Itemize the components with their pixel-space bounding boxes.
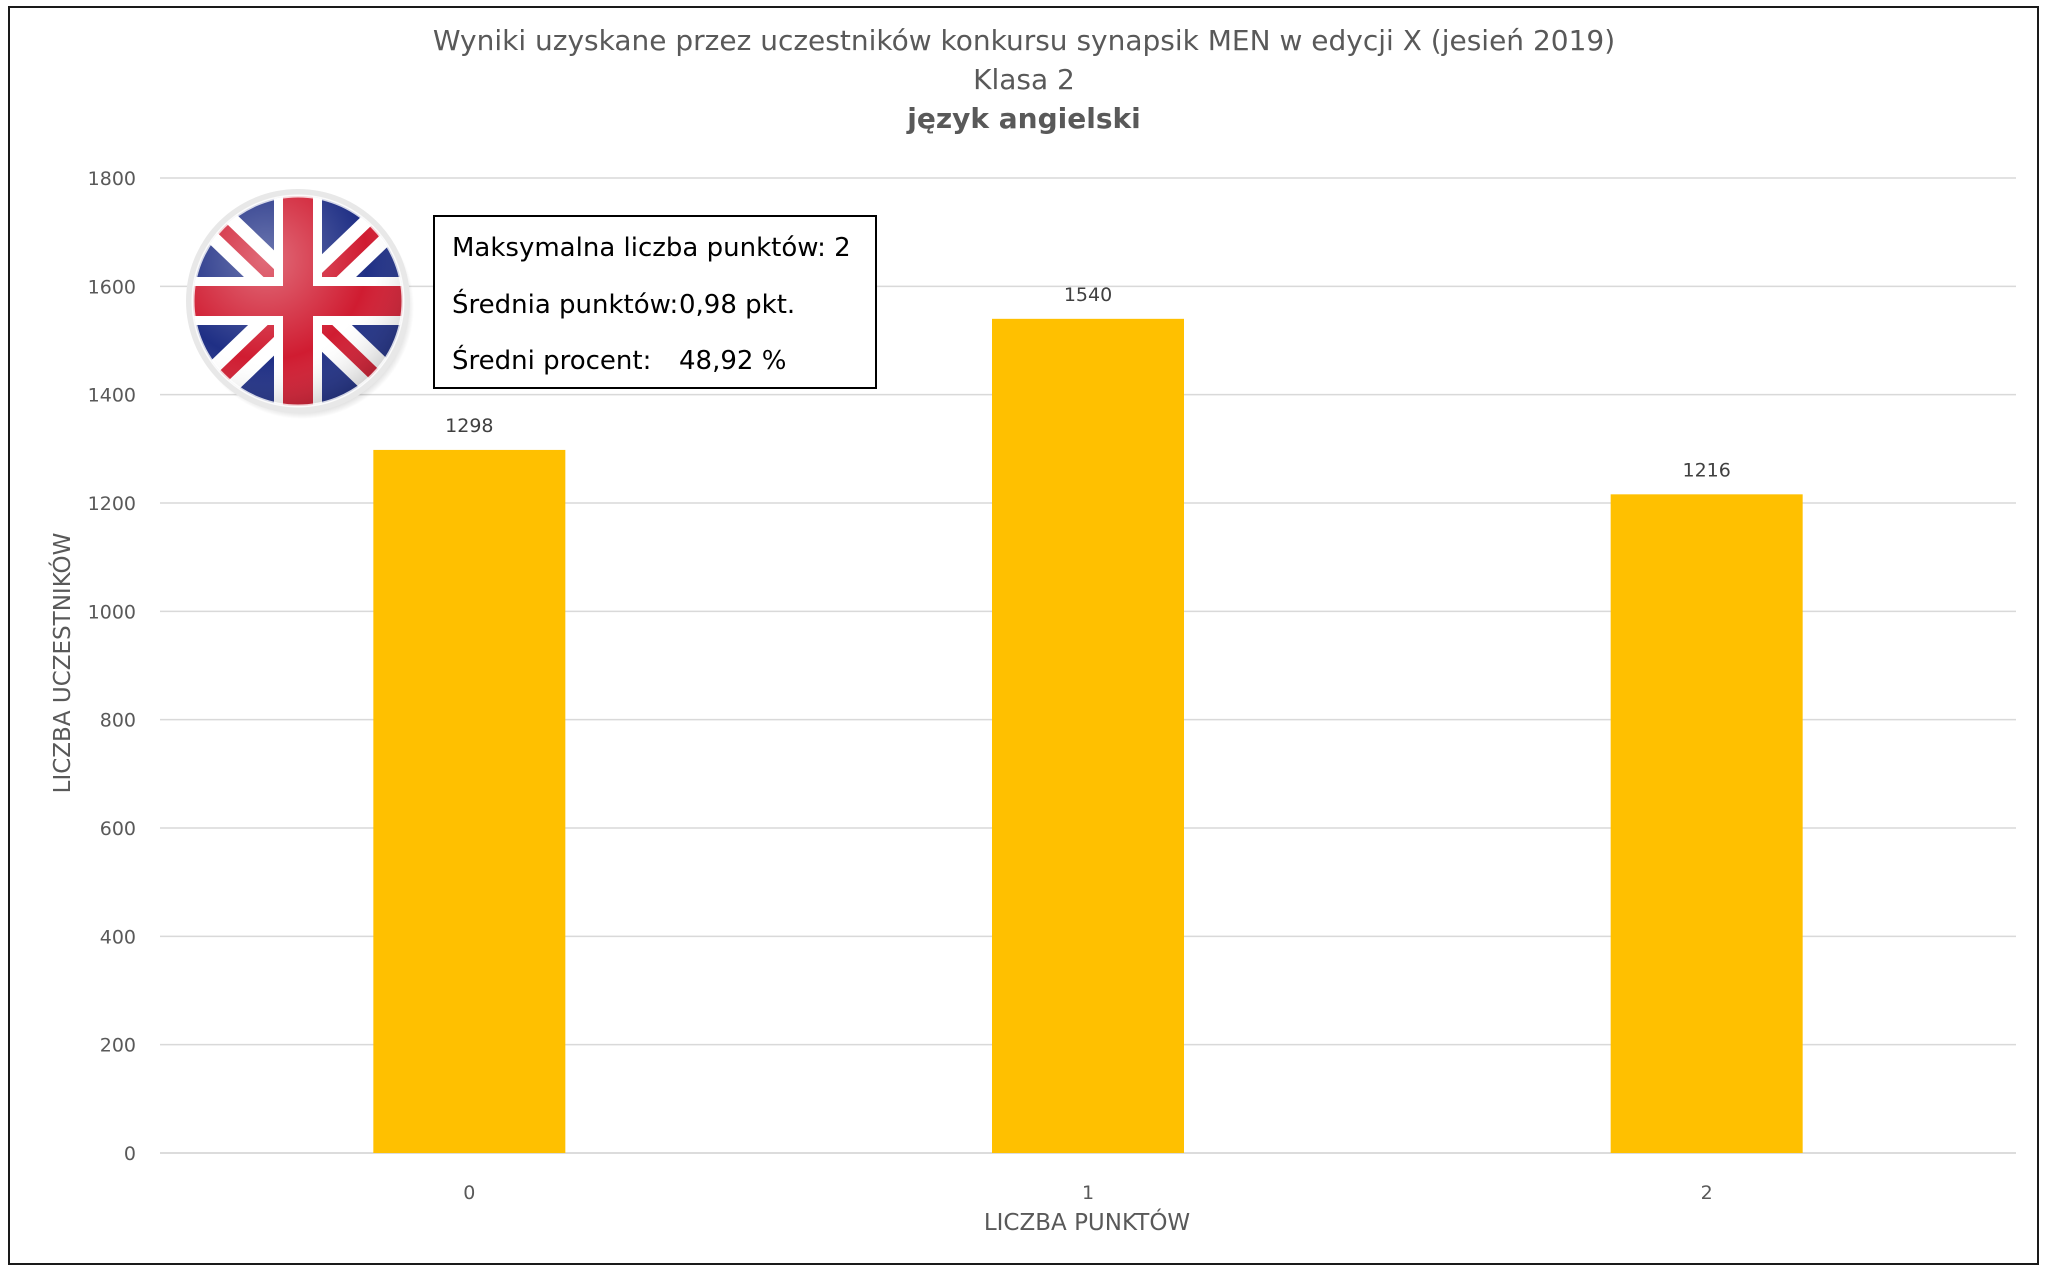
info-avg-points-value: 0,98 pkt.	[679, 290, 795, 320]
x-axis-title: LICZBA PUNKTÓW	[984, 1208, 1190, 1236]
bar	[373, 449, 566, 1154]
info-max-points: Maksymalna liczba punktów: 2	[452, 233, 851, 263]
y-axis-ticks: 0 200 400 600 800 1000 1200 1400 1600 1800	[88, 168, 136, 1165]
y-tick-label: 0	[124, 1143, 136, 1165]
chart: Wyniki uzyskane przez uczestników konkur…	[48, 24, 2016, 1236]
x-tick-label: 1	[1082, 1182, 1094, 1204]
y-tick-label: 600	[100, 818, 136, 840]
y-tick-label: 200	[100, 1035, 136, 1057]
chart-frame: Wyniki uzyskane przez uczestników konkur…	[8, 6, 2039, 1265]
y-tick-label: 400	[100, 926, 136, 948]
bars	[373, 318, 1803, 1154]
data-label: 1540	[1064, 284, 1112, 306]
info-avg-percent-value: 48,92 %	[679, 346, 786, 376]
bar	[992, 318, 1184, 1153]
x-axis-ticks: 0 1 2	[463, 1182, 1712, 1204]
data-label: 1216	[1682, 459, 1730, 481]
info-box: Maksymalna liczba punktów: 2 Średnia pun…	[433, 215, 877, 389]
chart-title: Wyniki uzyskane przez uczestników konkur…	[433, 24, 1615, 57]
uk-flag-icon	[186, 189, 414, 419]
info-avg-percent-label: Średni procent:	[452, 344, 651, 376]
x-tick-label: 0	[463, 1182, 475, 1204]
data-label: 1298	[445, 415, 493, 437]
y-tick-label: 1000	[88, 601, 136, 623]
info-avg-points-label: Średnia punktów:	[452, 288, 678, 320]
data-labels: 1298 1540 1216	[445, 284, 1731, 482]
chart-subtitle: Klasa 2	[973, 63, 1075, 96]
y-tick-label: 1800	[88, 168, 136, 190]
y-tick-label: 1400	[88, 385, 136, 407]
bar	[1610, 494, 1803, 1153]
y-tick-label: 800	[100, 710, 136, 732]
y-axis-title: LICZBA UCZESTNIKÓW	[48, 533, 76, 794]
x-tick-label: 2	[1701, 1182, 1713, 1204]
chart-subject: język angielski	[906, 102, 1140, 135]
y-tick-label: 1200	[88, 493, 136, 515]
y-tick-label: 1600	[88, 276, 136, 298]
